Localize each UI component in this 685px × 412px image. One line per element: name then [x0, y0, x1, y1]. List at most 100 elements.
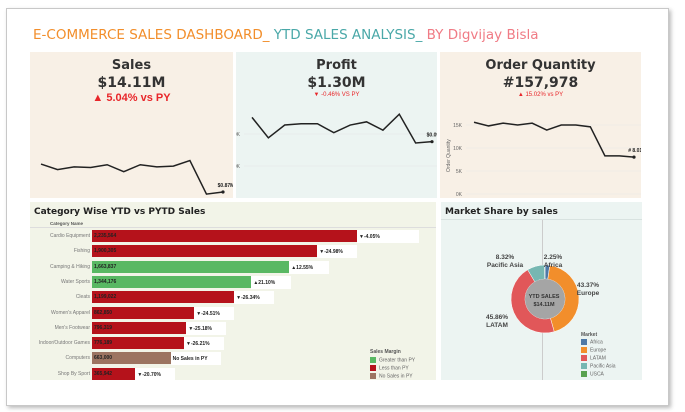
bar-value-label: 1,199,022 — [94, 294, 117, 301]
market-panel: Market Share by sales YTD SALES $14.11M M… — [441, 202, 642, 380]
kpi-profit[interactable]: 100K50KProfit Per Order$0.09M Profit $1.… — [236, 52, 437, 198]
kpi-title: Sales — [111, 58, 152, 73]
sales-trend-chart: $0.87M — [40, 159, 233, 195]
kpi-change: ▼ -0.46% VS PY — [313, 92, 360, 98]
center-value: $14.11M — [533, 302, 555, 308]
center-label: YTD SALES — [528, 294, 560, 300]
legend-item[interactable]: Less than PY — [370, 365, 409, 371]
bar-value-label: 2,235,564 — [94, 233, 117, 239]
kpi-change: ▲ 15.02% vs PY — [517, 92, 564, 98]
tick-label: 50K — [236, 164, 241, 170]
tick-label: 5K — [456, 169, 463, 175]
slice-label: 43.37% Europe — [568, 282, 608, 298]
legend-label: Less than PY — [379, 365, 409, 372]
end-value-label: # 8.01K — [628, 148, 641, 154]
legend-item[interactable]: Africa — [581, 339, 603, 345]
divider — [441, 219, 642, 220]
change-label: ▼-20.70% — [135, 367, 176, 381]
legend-label: No Sales in PY — [379, 373, 413, 380]
legend-swatch — [581, 339, 587, 345]
kpi-change: ▲ 5.04% vs PY — [92, 92, 171, 104]
bar-value-label: 796,319 — [94, 324, 113, 331]
end-value-label: $0.87M — [218, 183, 233, 189]
category-label: Water Sports — [61, 278, 90, 285]
kpi-title: Order Quantity — [485, 58, 596, 73]
category-label: Cleats — [75, 294, 90, 301]
category-panel: Category Wise YTD vs PYTD Sales Category… — [30, 202, 436, 381]
profit-trend-chart: 100K50KProfit Per Order$0.09M — [236, 112, 437, 170]
slice-name: LATAM — [486, 322, 508, 329]
tick-label: 100K — [236, 132, 241, 138]
legend-label: Europe — [590, 347, 607, 354]
legend-swatch — [370, 357, 376, 363]
legend-item[interactable]: No Sales in PY — [370, 373, 413, 379]
kpi-title: Profit — [316, 58, 357, 73]
kpi-orders[interactable]: 15K 10K 5K 0K Order Quantity # 8.01K Order Qu… — [440, 52, 641, 198]
bar-value-label: 663,000 — [94, 355, 113, 362]
legend-item[interactable]: Pacific Asia — [581, 363, 616, 369]
category-label: Fishing — [73, 248, 90, 255]
bar-value-label: 1,900,305 — [94, 248, 117, 255]
category-label: Camping & Hiking — [49, 263, 90, 270]
bar-value-label: 1,344,176 — [94, 278, 117, 285]
category-bar[interactable]: 1,199,022 — [92, 291, 235, 304]
category-bar[interactable]: 663,000 — [92, 352, 171, 365]
category-bar[interactable]: 776,189 — [92, 337, 184, 350]
divider — [30, 227, 436, 228]
change-label: ▲12.55% — [289, 260, 330, 274]
legend-swatch — [581, 355, 587, 361]
slice-pct: 43.37% — [576, 282, 600, 289]
category-bar[interactable]: 1,344,176 — [92, 275, 252, 288]
category-bar[interactable]: 1,900,305 — [92, 245, 318, 258]
category-bar[interactable]: 365,942 — [92, 367, 136, 380]
donut-center — [525, 279, 565, 319]
slice-pct: 45.86% — [485, 314, 509, 321]
kpi-value: #157,978 — [502, 75, 579, 91]
category-label: Computers — [65, 355, 90, 362]
legend-swatch — [581, 347, 587, 353]
tick-label: 0K — [456, 192, 463, 198]
kpi-sales[interactable]: $0.87M Sales $14.11M ▲ 5.04% vs PY — [30, 52, 233, 198]
donut-center-label: YTD SALES $14.11M — [524, 293, 564, 309]
trend-line — [40, 159, 224, 195]
change-label: No Sales in PY — [170, 352, 221, 366]
legend-item[interactable]: USCA — [581, 371, 604, 377]
legend-item[interactable]: Europe — [581, 347, 606, 353]
bar-value-label: 365,942 — [94, 370, 113, 377]
change-label: ▼-4.05% — [357, 230, 419, 243]
slice-pct: 8.32% — [495, 254, 515, 261]
category-label: Shop By Sport — [57, 370, 90, 377]
category-label: Men's Footwear — [54, 324, 90, 331]
legend-item[interactable]: Greater than PY — [370, 357, 415, 363]
legend-swatch — [581, 371, 587, 377]
category-bar[interactable]: 2,235,564 — [92, 230, 357, 242]
change-label: ▼-24.98% — [317, 245, 358, 259]
legend-label: LATAM — [590, 355, 606, 362]
category-bar[interactable]: 796,319 — [92, 321, 187, 334]
orders-trend-chart: 15K 10K 5K 0K Order Quantity # 8.01K — [446, 121, 641, 198]
legend-swatch — [370, 365, 376, 371]
tick-label: 15K — [453, 123, 463, 129]
category-label: Cardio Equipment — [49, 233, 90, 239]
end-point — [221, 190, 225, 194]
end-point — [430, 140, 434, 144]
category-bar[interactable]: 862,850 — [92, 306, 195, 319]
slice-name: Europe — [576, 290, 600, 297]
change-label: ▼-26.21% — [184, 337, 224, 351]
trend-line — [251, 112, 433, 144]
legend-label: Pacific Asia — [590, 363, 616, 370]
dashboard-title: E-COMMERCE SALES DASHBOARD_ YTD SALES AN… — [33, 27, 539, 43]
change-label: ▼-24.51% — [194, 306, 235, 320]
tick-label: 10K — [453, 146, 463, 152]
category-bar[interactable]: 1,663,837 — [92, 260, 290, 273]
panel-title: Market Share by sales — [445, 207, 558, 217]
end-value-label: $0.09M — [427, 133, 437, 139]
slice-label: 2.25% Africa — [533, 254, 573, 270]
legend-label: USCA — [590, 371, 604, 378]
legend-label: Greater than PY — [379, 357, 416, 364]
change-label: ▲21.10% — [251, 275, 292, 289]
slice-name: Pacific Asia — [486, 262, 524, 269]
legend-item[interactable]: LATAM — [581, 355, 606, 361]
legend-swatch — [581, 363, 587, 369]
kpi-value: $1.30M — [307, 75, 366, 91]
